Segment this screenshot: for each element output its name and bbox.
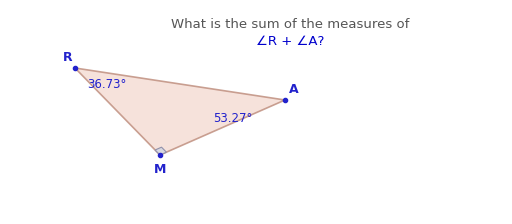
Text: ∠R + ∠A?: ∠R + ∠A? — [256, 35, 324, 48]
Text: R: R — [62, 51, 72, 64]
Polygon shape — [155, 147, 166, 155]
Text: What is the sum of the measures of: What is the sum of the measures of — [171, 18, 409, 31]
Polygon shape — [75, 68, 285, 155]
Text: A: A — [289, 83, 298, 96]
Text: 36.73°: 36.73° — [87, 78, 126, 91]
Text: 53.27°: 53.27° — [213, 112, 252, 125]
Text: M: M — [154, 163, 166, 176]
